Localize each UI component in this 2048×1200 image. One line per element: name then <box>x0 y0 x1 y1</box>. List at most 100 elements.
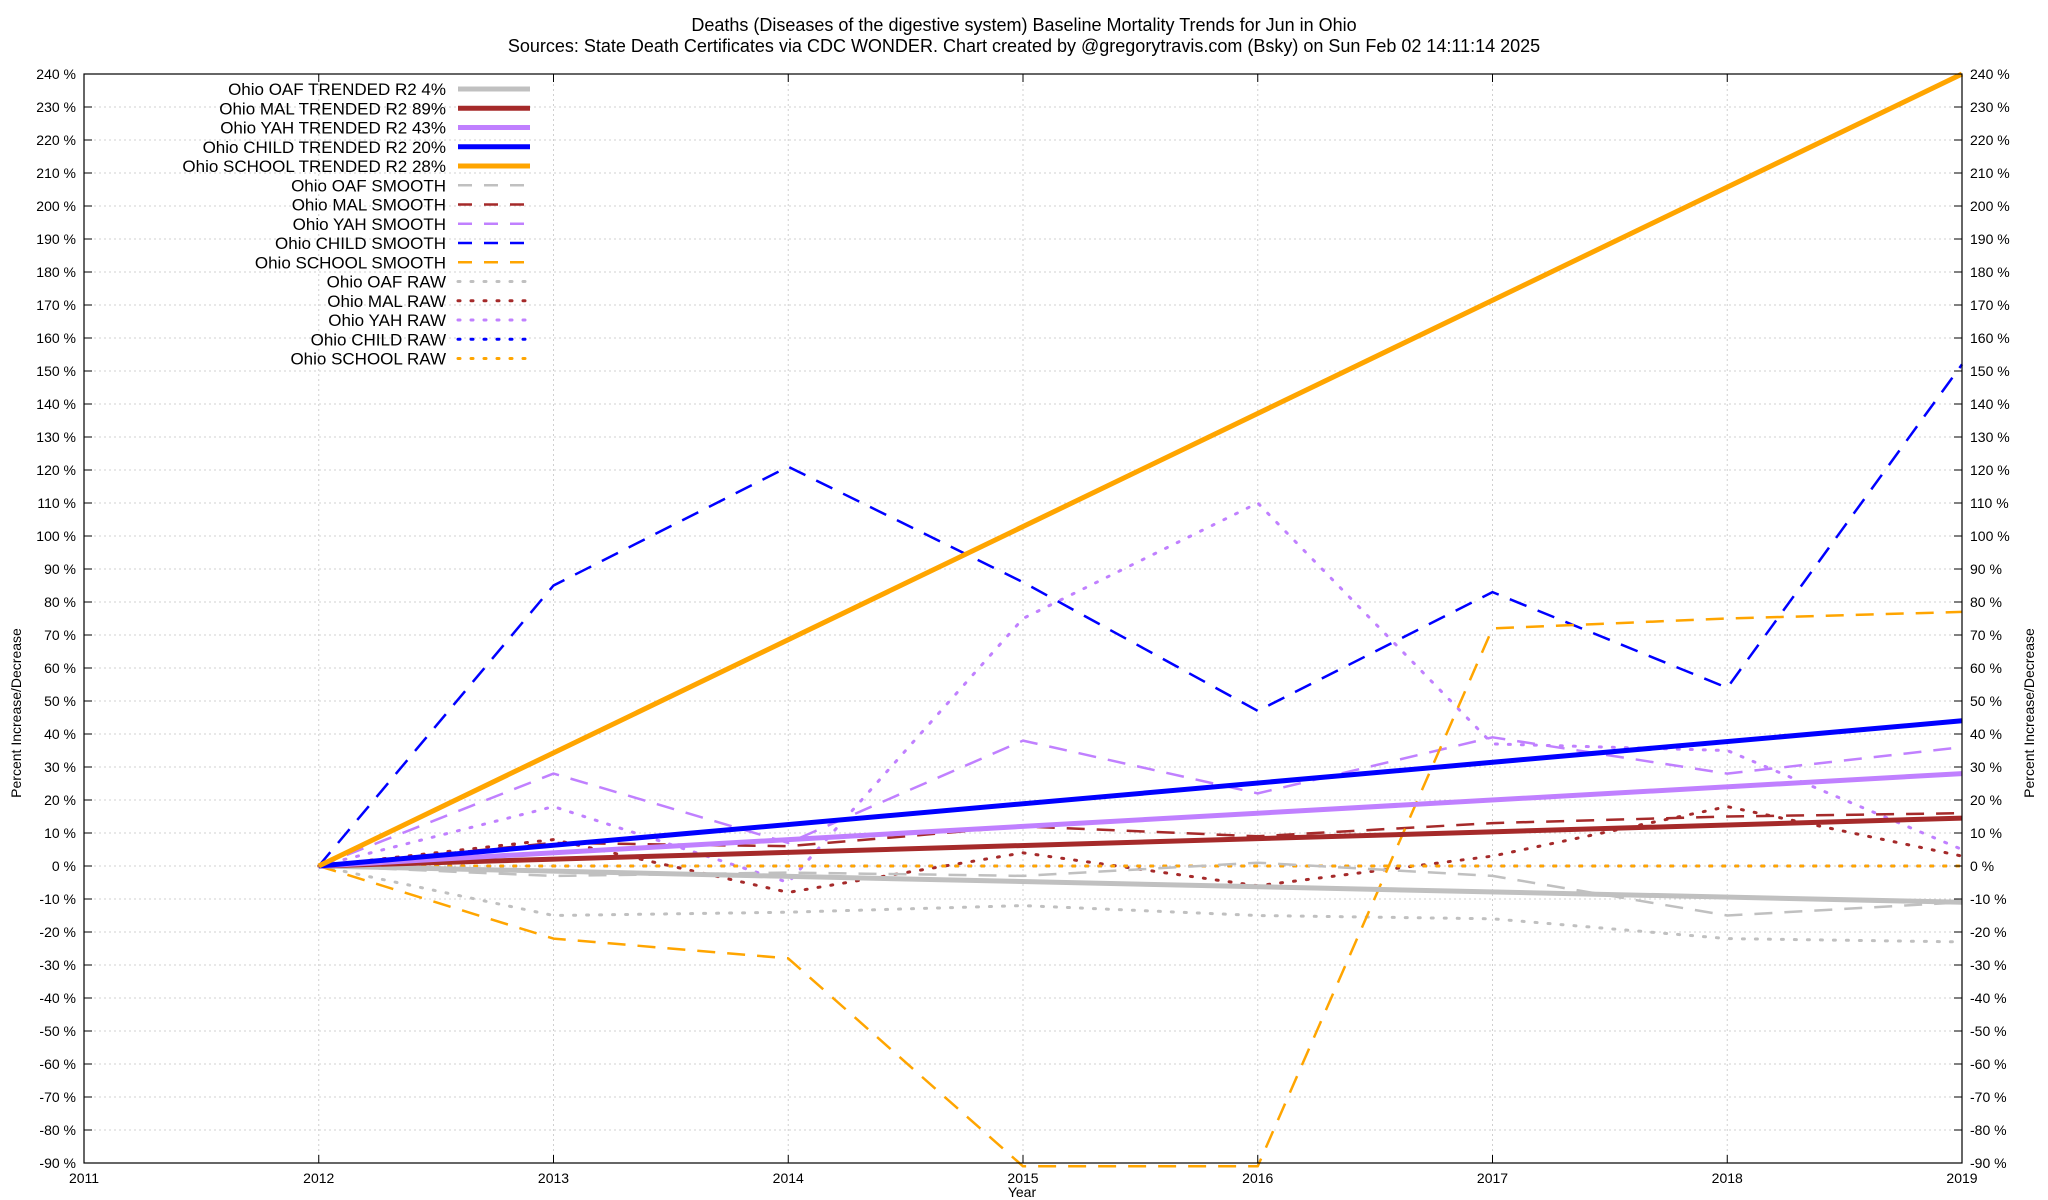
x-tick-label: 2013 <box>538 1170 569 1186</box>
y2-tick-label: 240 % <box>1970 66 2010 82</box>
legend-label: Ohio OAF TRENDED R2 4% <box>228 80 446 99</box>
y-tick-label: 20 % <box>44 792 76 808</box>
y2-tick-label: 80 % <box>1970 594 2002 610</box>
y-tick-label: 0 % <box>52 858 76 874</box>
series-line-ohio-oaf-trended-r2-4 <box>318 863 1963 905</box>
y-tick-label: 120 % <box>36 462 76 478</box>
y2-tick-label: 180 % <box>1970 264 2010 280</box>
legend-label: Ohio MAL SMOOTH <box>292 196 446 215</box>
y-tick-label: 90 % <box>44 561 76 577</box>
y2-tick-label: 60 % <box>1970 660 2002 676</box>
y2-tick-label: -80 % <box>1970 1122 2007 1138</box>
y-tick-label: 10 % <box>44 825 76 841</box>
x-tick-label: 2017 <box>1477 1170 1508 1186</box>
y-tick-label: 60 % <box>44 660 76 676</box>
y-tick-label: 190 % <box>36 231 76 247</box>
y-tick-label: 240 % <box>36 66 76 82</box>
y-tick-label: 30 % <box>44 759 76 775</box>
legend-label: Ohio SCHOOL RAW <box>290 350 446 369</box>
y2-tick-label: 110 % <box>1970 495 2009 511</box>
x-tick-label: 2015 <box>1007 1170 1038 1186</box>
legend-label: Ohio SCHOOL TRENDED R2 28% <box>182 157 446 176</box>
y2-tick-label: 200 % <box>1970 198 2010 214</box>
y-tick-label: -90 % <box>39 1155 76 1171</box>
y-tick-label: -20 % <box>39 924 76 940</box>
y-tick-label: 100 % <box>36 528 76 544</box>
y2-tick-label: 40 % <box>1970 726 2002 742</box>
y2-tick-label: -70 % <box>1970 1089 2007 1105</box>
y2-tick-label: 220 % <box>1970 132 2010 148</box>
y2-tick-label: 190 % <box>1970 231 2010 247</box>
y-tick-label: 180 % <box>36 264 76 280</box>
legend-label: Ohio SCHOOL SMOOTH <box>255 253 446 272</box>
series-line-ohio-yah-smooth <box>318 736 1963 868</box>
series-line-ohio-child-trended-r2-20 <box>318 718 1963 869</box>
y2-tick-label: 170 % <box>1970 297 2010 313</box>
y-tick-label: 230 % <box>36 99 76 115</box>
y-tick-label: -10 % <box>39 891 76 907</box>
series-line-ohio-school-trended-r2-28 <box>317 71 1964 869</box>
series-line-ohio-child-smooth <box>317 363 1964 867</box>
x-axis-label: Year <box>1008 1184 1037 1200</box>
y2-tick-label: 20 % <box>1970 792 2002 808</box>
y-tick-label: -70 % <box>39 1089 76 1105</box>
x-tick-label: 2012 <box>303 1170 334 1186</box>
series-line-ohio-yah-trended-r2-43 <box>318 771 1963 869</box>
x-tick-label: 2011 <box>69 1170 99 1186</box>
y-tick-label: 140 % <box>36 396 76 412</box>
y2-tick-label: 150 % <box>1970 363 2010 379</box>
legend-label: Ohio MAL TRENDED R2 89% <box>219 99 446 118</box>
y2-tick-label: -60 % <box>1970 1056 2007 1072</box>
series-line-ohio-oaf-raw <box>317 864 1964 944</box>
y2-tick-label: -50 % <box>1970 1023 2007 1039</box>
y-tick-label: -80 % <box>39 1122 76 1138</box>
chart-subtitle: Sources: State Death Certificates via CD… <box>508 36 1540 56</box>
series-layer <box>317 71 1964 1168</box>
y-tick-label: -40 % <box>39 990 76 1006</box>
series-line-ohio-mal-trended-r2-89 <box>318 815 1963 869</box>
series-line-ohio-school-smooth <box>318 610 1963 1168</box>
x-tick-label: 2014 <box>773 1170 804 1186</box>
y2-tick-label: -40 % <box>1970 990 2007 1006</box>
legend-label: Ohio CHILD TRENDED R2 20% <box>203 138 446 157</box>
legend-label: Ohio YAH SMOOTH <box>293 215 446 234</box>
y-tick-label: 70 % <box>44 627 76 643</box>
y2-tick-label: -30 % <box>1970 957 2007 973</box>
legend-label: Ohio YAH RAW <box>328 311 446 330</box>
y2-tick-label: 130 % <box>1970 429 2010 445</box>
legend-label: Ohio YAH TRENDED R2 43% <box>220 119 446 138</box>
y-tick-label: 220 % <box>36 132 76 148</box>
y2-tick-label: 100 % <box>1970 528 2010 544</box>
y-tick-label: 80 % <box>44 594 76 610</box>
legend-label: Ohio OAF SMOOTH <box>291 176 446 195</box>
y-tick-label: 200 % <box>36 198 76 214</box>
y2-tick-label: 210 % <box>1970 165 2010 181</box>
y2-tick-label: -20 % <box>1970 924 2007 940</box>
legend-label: Ohio MAL RAW <box>327 292 446 311</box>
y2-tick-label: 70 % <box>1970 627 2002 643</box>
y-tick-label: 150 % <box>36 363 76 379</box>
y2-axis-label: Percent Increase/Decrease <box>2021 628 2037 798</box>
tick-layer: 240 % 240 % 230 % 230 % 220 % 220 % 210 % 210 %… <box>36 66 2009 1186</box>
y2-tick-label: 120 % <box>1970 462 2010 478</box>
series-line-ohio-oaf-smooth <box>318 861 1963 917</box>
y-axis-label: Percent Increase/Decrease <box>8 628 24 798</box>
y2-tick-label: 230 % <box>1970 99 2010 115</box>
x-tick-label: 2016 <box>1242 1170 1273 1186</box>
y2-tick-label: 90 % <box>1970 561 2002 577</box>
y-tick-label: -60 % <box>39 1056 76 1072</box>
y-tick-label: 170 % <box>36 297 76 313</box>
legend-label: Ohio CHILD SMOOTH <box>275 234 446 253</box>
y2-tick-label: 30 % <box>1970 759 2002 775</box>
legend-label: Ohio CHILD RAW <box>311 330 446 349</box>
y2-tick-label: 140 % <box>1970 396 2010 412</box>
y-tick-label: 130 % <box>36 429 76 445</box>
y-tick-label: 50 % <box>44 693 76 709</box>
y2-tick-label: 160 % <box>1970 330 2010 346</box>
y2-tick-label: -10 % <box>1970 891 2007 907</box>
y2-tick-label: 0 % <box>1970 858 1994 874</box>
legend-label: Ohio OAF RAW <box>327 273 446 292</box>
y-tick-label: 160 % <box>36 330 76 346</box>
